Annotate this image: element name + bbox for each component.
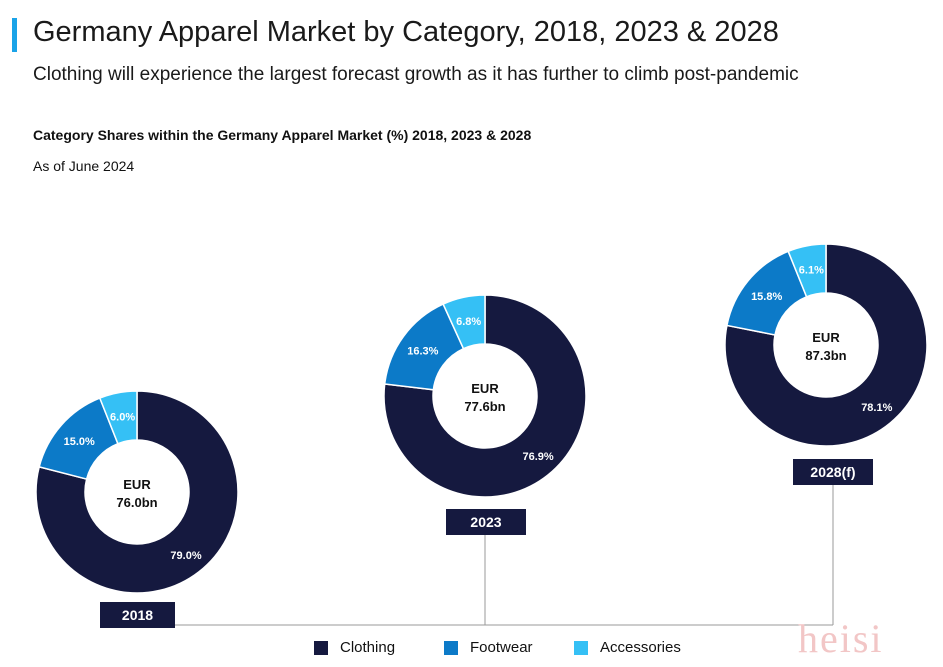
page-subtitle: Clothing will experience the largest for… — [33, 64, 799, 85]
center-currency-2028(f): EUR — [812, 330, 840, 345]
legend-item-footwear: Footwear — [444, 639, 533, 656]
center-total-2028(f): 87.3bn — [805, 348, 846, 363]
chart-note: As of June 2024 — [33, 158, 135, 174]
legend-item-clothing: Clothing — [314, 639, 395, 656]
year-box-2018 — [100, 602, 175, 628]
legend-swatch-accessories — [574, 640, 588, 655]
legend-label-clothing: Clothing — [340, 639, 396, 656]
year-label-2018: 2018 — [122, 607, 153, 623]
legend-swatch-footwear — [444, 640, 458, 655]
slice-label-2028(f)-footwear: 15.8% — [751, 291, 782, 303]
legend-item-accessories: Accessories — [574, 639, 681, 656]
slice-2018-clothing — [35, 390, 239, 594]
center-currency-2018: EUR — [123, 477, 151, 492]
slice-2023-clothing — [383, 294, 587, 498]
slice-label-2018-footwear: 15.0% — [64, 436, 95, 448]
slice-label-2018-accessories: 6.0% — [110, 411, 135, 423]
slice-2018-accessories — [98, 390, 138, 445]
year-box-2023 — [446, 509, 526, 535]
center-total-2018: 76.0bn — [116, 495, 157, 510]
legend-label-accessories: Accessories — [600, 639, 681, 656]
watermark: heisi — [798, 616, 884, 661]
year-box-2028(f) — [793, 459, 873, 485]
slice-label-2028(f)-clothing: 78.1% — [861, 402, 892, 414]
slice-2028(f)-clothing — [724, 243, 928, 447]
slice-2023-accessories — [442, 294, 486, 350]
slice-label-2018-clothing: 79.0% — [170, 550, 201, 562]
year-label-2023: 2023 — [470, 514, 501, 530]
slice-2028(f)-accessories — [787, 243, 827, 298]
slice-label-2023-footwear: 16.3% — [407, 346, 438, 358]
legend-swatch-clothing — [314, 640, 328, 655]
slice-label-2023-clothing: 76.9% — [522, 451, 553, 463]
year-label-2028(f): 2028(f) — [810, 464, 855, 480]
chart-title: Category Shares within the Germany Appar… — [33, 127, 532, 143]
center-total-2023: 77.6bn — [464, 399, 505, 414]
legend-label-footwear: Footwear — [470, 639, 533, 656]
slice-label-2023-accessories: 6.8% — [456, 316, 481, 328]
legend: Clothing Footwear Accessories — [0, 639, 943, 659]
slice-label-2028(f)-accessories: 6.1% — [799, 264, 824, 276]
center-currency-2023: EUR — [471, 381, 499, 396]
page-title: Germany Apparel Market by Category, 2018… — [33, 16, 779, 48]
title-accent-bar — [12, 18, 17, 52]
